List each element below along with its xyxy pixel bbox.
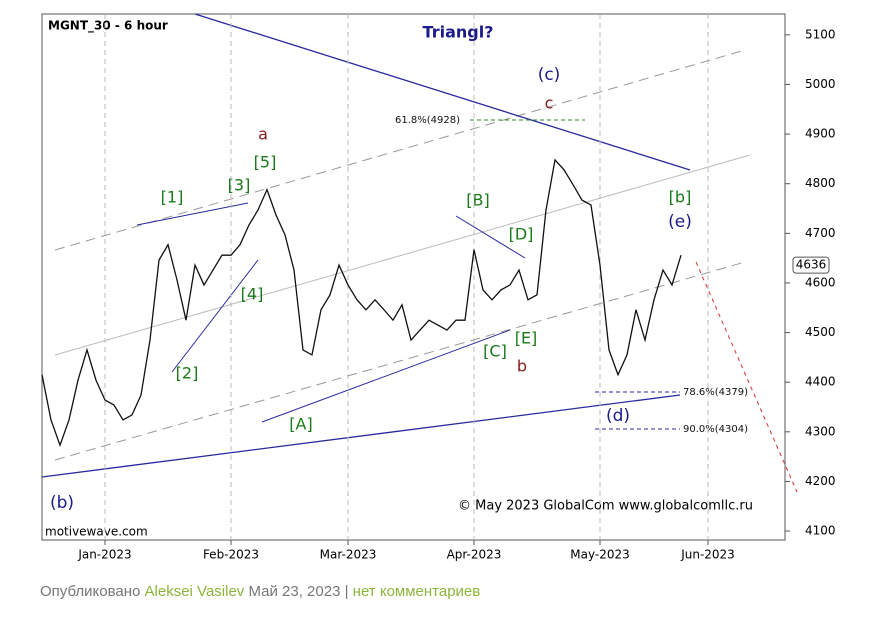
wave-label: a — [258, 125, 268, 144]
wave-label: [A] — [289, 415, 312, 434]
post-meta: Опубликовано Aleksei Vasilev Май 23, 202… — [40, 583, 480, 600]
meta-separator: | — [344, 583, 349, 600]
channel-line — [54, 261, 746, 461]
x-tick-label: Jun-2023 — [680, 548, 735, 562]
y-tick-label: 5000 — [805, 77, 836, 91]
wave-label: [D] — [509, 225, 534, 244]
y-tick-label: 4300 — [805, 424, 836, 438]
comments-link[interactable]: нет комментариев — [352, 583, 481, 600]
y-tick-label: 4800 — [805, 176, 836, 190]
x-tick-label: May-2023 — [570, 548, 629, 562]
meta-date: Май 23, 2023 — [248, 583, 341, 600]
x-tick-label: Mar-2023 — [320, 548, 377, 562]
y-tick-label: 4200 — [805, 474, 836, 488]
wave-label: [3] — [228, 176, 251, 195]
trend-line — [136, 202, 249, 226]
channel-line — [54, 49, 746, 251]
y-tick-label: 4100 — [805, 524, 836, 538]
trend-line — [171, 259, 259, 373]
x-tick-label: Apr-2023 — [447, 548, 502, 562]
wave-label: [2] — [176, 364, 199, 383]
fib-label: 78.6%(4379) — [683, 387, 748, 398]
trend-line — [261, 329, 511, 423]
chart-title: MGNT_30 - 6 hour — [48, 19, 168, 34]
price-line — [41, 158, 682, 448]
wave-label: [1] — [161, 188, 184, 207]
wave-label: b — [517, 357, 527, 376]
fib-label: 61.8%(4928) — [395, 115, 460, 126]
trend-line — [194, 13, 691, 171]
y-tick-label: 4500 — [805, 325, 836, 339]
x-tick-label: Jan-2023 — [77, 548, 131, 562]
drawings — [41, 13, 798, 493]
projection-line — [695, 261, 798, 493]
plot-frame — [41, 13, 786, 541]
y-tick-label: 4400 — [805, 375, 836, 389]
x-tick-label: Feb-2023 — [203, 548, 259, 562]
wave-label: (e) — [668, 212, 692, 232]
channel-line — [54, 154, 751, 356]
wave-label: [b] — [669, 188, 692, 207]
wave-label: [4] — [241, 285, 264, 304]
author-link[interactable]: Aleksei Vasilev — [144, 583, 245, 600]
wave-label: [E] — [515, 329, 538, 348]
y-tick-label: 4900 — [805, 127, 836, 141]
chart-subtitle: Triangl? — [423, 23, 494, 42]
wave-label: c — [545, 94, 554, 113]
last-price-label: 4636 — [796, 258, 827, 272]
y-tick-label: 4600 — [805, 275, 836, 289]
meta-prefix: Опубликовано — [40, 583, 141, 600]
trend-line — [455, 215, 526, 259]
fib-label: 90.0%(4304) — [683, 424, 748, 435]
wave-label: [5] — [254, 153, 277, 172]
chart: MGNT_30 - 6 hour Triangl? (c) c a [5] [3… — [41, 13, 836, 562]
wave-label: (b) — [50, 493, 74, 513]
wave-label: [C] — [483, 342, 507, 361]
wave-label: (d) — [606, 406, 630, 426]
last-price-box — [792, 256, 830, 274]
wave-label: (c) — [538, 65, 561, 85]
copyright: © May 2023 GlobalCom www.globalcomllc.ru — [458, 499, 753, 514]
y-tick-label: 5100 — [805, 27, 836, 41]
wave-labels: (c) c a [5] [3] [1] [B] [D] [b] (e) [4] … — [50, 65, 692, 513]
y-tick-label: 4700 — [805, 226, 836, 240]
wave-label: [B] — [466, 191, 489, 210]
trend-line — [41, 394, 681, 478]
watermark: motivewave.com — [45, 525, 148, 539]
